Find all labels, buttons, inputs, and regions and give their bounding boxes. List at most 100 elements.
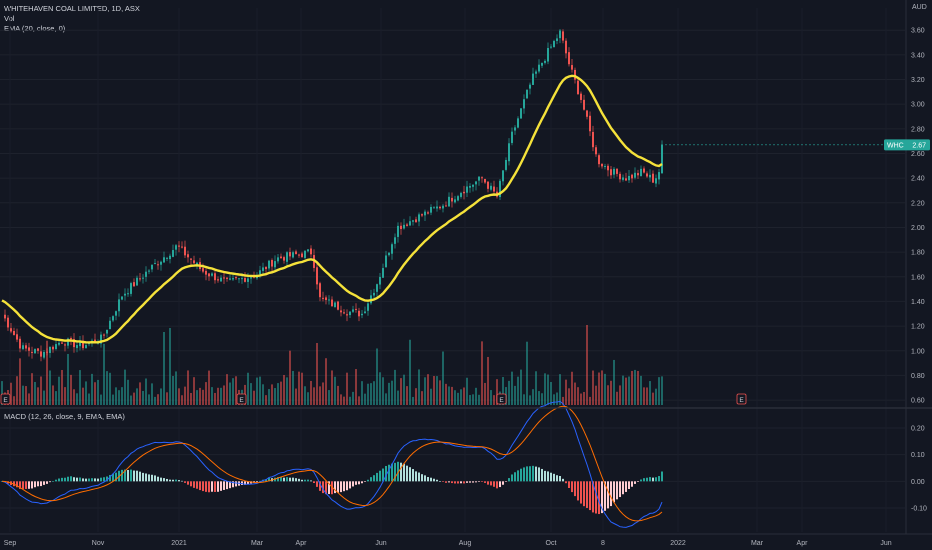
macd-histogram-bar	[94, 478, 96, 482]
macd-histogram-bar	[58, 478, 60, 482]
candle-body	[376, 284, 378, 292]
candle-body	[145, 271, 147, 277]
volume-bar	[424, 377, 426, 405]
macd-histogram-bar	[178, 480, 180, 482]
macd-histogram-bar	[358, 481, 360, 485]
volume-bars	[1, 325, 663, 405]
volume-bar	[220, 387, 222, 405]
candle-body	[40, 351, 42, 357]
macd-histogram-bar	[31, 481, 33, 489]
candle-body	[115, 311, 117, 316]
macd-histogram-bar	[106, 476, 108, 482]
macd-label[interactable]: MACD (12, 26, close, 9, EMA, EMA)	[4, 412, 125, 421]
macd-histogram-bar	[328, 481, 330, 495]
volume-bar	[526, 341, 528, 405]
candle-body	[562, 31, 564, 41]
macd-histogram-bar	[226, 481, 228, 490]
volume-bar	[97, 379, 99, 405]
volume-bar	[640, 375, 642, 405]
macd-histogram-bar	[352, 481, 354, 487]
macd-histogram-bar	[370, 477, 372, 482]
candle-body	[334, 302, 336, 308]
candle-body	[373, 292, 375, 296]
volume-bar	[154, 396, 156, 405]
candle-body	[403, 224, 405, 229]
volume-bar	[385, 393, 387, 405]
volume-bar	[577, 387, 579, 405]
volume-bar	[319, 386, 321, 405]
volume-bar	[583, 391, 585, 405]
volume-bar	[328, 390, 330, 405]
candle-body	[193, 260, 195, 264]
macd-histogram-bar	[658, 476, 660, 482]
volume-bar	[508, 380, 510, 405]
macd-histogram-bar	[343, 481, 345, 492]
volume-bar	[592, 370, 594, 405]
volume-bar	[187, 370, 189, 405]
candle-body	[37, 348, 39, 351]
macd-histogram-bar	[613, 481, 615, 503]
candle-body	[415, 219, 417, 223]
volume-bar	[313, 387, 315, 405]
candle-body	[571, 65, 573, 70]
price-tag-value: 2.67	[912, 142, 926, 149]
volume-bar	[130, 395, 132, 405]
macd-histogram-bar	[202, 481, 204, 492]
volume-bar	[346, 372, 348, 405]
macd-histogram-bar	[388, 464, 390, 482]
volume-bar	[355, 369, 357, 405]
candle-body	[526, 89, 528, 99]
candle-body	[388, 252, 390, 256]
macd-histogram-bar	[70, 476, 72, 482]
volume-bar	[529, 395, 531, 405]
macd-histogram-bar	[295, 478, 297, 482]
macd-histogram-bar	[490, 481, 492, 486]
candle-body	[301, 253, 303, 258]
candle-body	[454, 199, 456, 203]
volume-bar	[211, 387, 213, 405]
volume-bar	[82, 387, 84, 405]
y-tick-label: 0.60	[911, 398, 925, 405]
symbol-title[interactable]: WHITEHAVEN COAL LIMITED, 1D, ASX	[4, 4, 140, 13]
macd-histogram-bar	[472, 481, 474, 483]
macd-histogram-bar	[643, 478, 645, 482]
macd-tick-label: 0.00	[911, 479, 925, 486]
candle-body	[535, 71, 537, 74]
volume-bar	[232, 378, 234, 405]
macd-histogram-bar	[535, 466, 537, 482]
candle-body	[247, 278, 249, 282]
volume-bar	[163, 331, 165, 405]
candle-body	[490, 185, 492, 190]
macd-histogram-bar	[265, 479, 267, 482]
macd-histogram-bar	[133, 470, 135, 482]
macd-histogram-bar	[493, 481, 495, 487]
volume-label[interactable]: Vol	[4, 14, 15, 23]
ema-label[interactable]: EMA (20, close, 0)	[4, 24, 66, 33]
macd-histogram-bar	[166, 478, 168, 482]
candle-body	[109, 320, 111, 330]
macd-histogram-bar	[76, 477, 78, 482]
volume-bar	[556, 392, 558, 405]
volume-bar	[64, 387, 66, 405]
volume-bar	[601, 370, 603, 405]
candle-body	[406, 224, 408, 226]
candle-body	[655, 178, 657, 184]
candle-body	[142, 277, 144, 279]
candle-body	[598, 155, 600, 165]
candle-body	[592, 131, 594, 148]
macd-histogram-bar	[406, 465, 408, 482]
macd-histogram-bar	[34, 481, 36, 488]
volume-bar	[634, 369, 636, 405]
candle-body	[298, 254, 300, 256]
volume-bar	[73, 389, 75, 405]
volume-bar	[514, 385, 516, 405]
volume-bar	[397, 390, 399, 405]
volume-bar	[448, 386, 450, 405]
earnings-marker	[236, 393, 247, 405]
macd-histogram-bar	[391, 463, 393, 482]
macd-histogram-bar	[184, 481, 186, 483]
candle-body	[394, 237, 396, 244]
macd-histogram-bar	[256, 481, 258, 483]
macd-histogram-bar	[175, 479, 177, 482]
